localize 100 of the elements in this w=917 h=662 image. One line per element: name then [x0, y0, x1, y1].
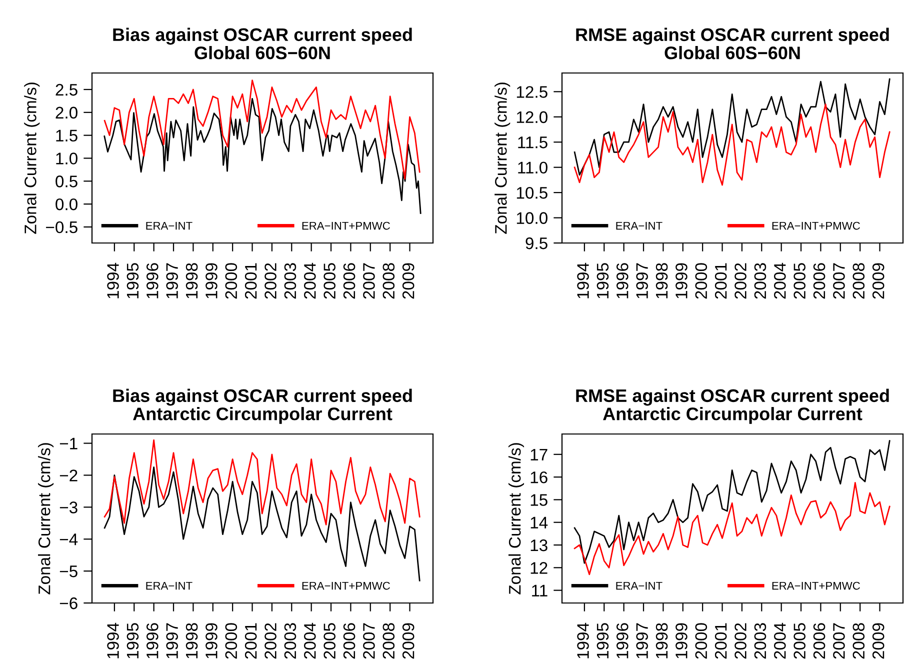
x-tick-label: 2005 [324, 623, 336, 659]
x-tick-label: 2005 [324, 263, 336, 299]
x-tick-label: 1999 [676, 263, 688, 298]
x-tick-label: 2009 [402, 623, 414, 659]
x-tick-label: 2004 [774, 622, 786, 659]
line-series [574, 482, 890, 576]
x-tick-label: 1997 [636, 263, 648, 298]
x-tick-label: 2007 [833, 623, 845, 659]
y-tick-label: −1 [60, 438, 78, 450]
x-tick-label: 1998 [656, 263, 668, 298]
x-tick-label: 2001 [244, 623, 257, 659]
x-tick-label: 2007 [833, 263, 845, 299]
y-tick-label: 15 [530, 494, 548, 506]
y-tick-label: 10.5 [516, 186, 548, 199]
x-tick-label: 2005 [794, 263, 806, 299]
x-tick-label: 2006 [343, 623, 356, 659]
x-tick-label: 2004 [304, 262, 316, 299]
y-tick-label: 16 [530, 471, 548, 484]
y-tick-label: 9.5 [526, 237, 548, 250]
x-tick-label: 1996 [146, 263, 158, 298]
legend-label: ERA−INT [146, 222, 192, 230]
y-tick-label: 12 [530, 562, 548, 574]
legend-label: ERA−INT [146, 582, 192, 590]
x-tick-label: 2008 [852, 263, 865, 299]
chart-title: Bias against OSCAR current speed Global 60S−60N [113, 28, 412, 60]
y-tick-label: −6 [60, 597, 78, 610]
y-tick-label: 1.5 [56, 130, 78, 142]
y-tick-label: −0.5 [46, 221, 78, 234]
y-tick-label: 12.0 [516, 111, 548, 124]
x-tick-label: 1998 [656, 623, 668, 658]
chart-title: RMSE against OSCAR current speed Antarctic Circumpolar Current [576, 388, 889, 424]
y-axis-title: Zonal Current (cm/s) [508, 443, 524, 594]
x-tick-label: 1999 [676, 623, 688, 658]
y-axis-title: Zonal Current (cm/s) [38, 443, 54, 594]
y-tick-label: 14 [530, 516, 548, 528]
legend-label: ERA−INT+PMWC [302, 582, 390, 590]
x-tick-label: 2007 [363, 263, 375, 299]
x-tick-label: 1995 [126, 263, 139, 298]
y-tick-label: −2 [60, 470, 78, 482]
y-tick-label: 11.0 [518, 162, 548, 174]
chart-title: RMSE against OSCAR current speed Global 60S−60N [576, 28, 889, 60]
x-tick-label: 2000 [695, 263, 708, 299]
y-tick-label: 2.5 [56, 84, 78, 96]
x-tick-label: 2006 [813, 263, 826, 299]
legend-label: ERA−INT+PMWC [772, 582, 860, 590]
line-series [574, 104, 890, 186]
x-tick-label: 1997 [166, 263, 178, 298]
legend-label: ERA−INT+PMWC [302, 222, 390, 230]
y-tick-label: 17 [530, 448, 548, 460]
x-tick-label: 1998 [186, 263, 198, 298]
x-tick-label: 2006 [343, 263, 356, 299]
line-series [104, 80, 420, 180]
legend-label: ERA−INT [616, 582, 662, 590]
x-tick-label: 1997 [636, 623, 648, 658]
x-tick-label: 2006 [813, 623, 826, 659]
x-tick-label: 1995 [596, 263, 609, 298]
y-tick-label: 11 [532, 584, 548, 596]
x-tick-label: 2000 [695, 623, 708, 659]
x-tick-label: 1995 [126, 623, 139, 658]
chart-title: Bias against OSCAR current speed Antarctic Circumpolar Current [113, 388, 412, 424]
y-tick-label: 13 [530, 539, 548, 552]
x-tick-label: 1999 [206, 263, 218, 298]
x-tick-label: 2001 [714, 263, 727, 299]
x-tick-label: 2001 [714, 623, 727, 659]
line-series [104, 98, 422, 214]
x-tick-label: 2005 [794, 623, 806, 659]
y-tick-label: 12.5 [516, 86, 548, 98]
line-series [104, 439, 420, 526]
x-tick-label: 2003 [754, 263, 766, 299]
x-tick-label: 2003 [754, 623, 766, 659]
x-tick-label: 2002 [734, 263, 746, 299]
x-tick-label: 1994 [107, 262, 119, 298]
line-series [574, 440, 890, 564]
y-tick-label: 11.5 [518, 136, 548, 148]
y-tick-label: 0.0 [56, 198, 78, 210]
legend-label: ERA−INT+PMWC [772, 222, 860, 230]
x-tick-label: 2003 [284, 263, 296, 299]
line-series [104, 466, 420, 582]
x-tick-label: 2002 [264, 623, 276, 659]
x-tick-label: 2008 [382, 263, 395, 299]
x-tick-label: 2004 [774, 262, 786, 299]
x-tick-label: 2001 [244, 263, 257, 299]
y-axis-title: Zonal Current (cm/s) [24, 82, 40, 234]
x-tick-label: 2004 [304, 622, 316, 659]
y-tick-label: −5 [60, 566, 78, 578]
x-tick-label: 1997 [166, 623, 178, 658]
y-tick-label: 0.5 [56, 176, 78, 188]
x-tick-label: 2003 [284, 623, 296, 659]
y-axis-title: Zonal Current (cm/s) [494, 82, 510, 234]
x-tick-label: 2002 [264, 263, 276, 299]
x-tick-label: 1994 [577, 262, 589, 298]
x-tick-label: 2007 [363, 623, 375, 659]
x-tick-label: 2002 [734, 623, 746, 659]
x-tick-label: 1996 [146, 623, 158, 658]
y-tick-label: −3 [60, 502, 78, 514]
x-tick-label: 2009 [872, 263, 884, 299]
line-series [574, 78, 890, 176]
x-tick-label: 2000 [225, 623, 238, 659]
x-tick-label: 2008 [382, 623, 395, 659]
legend-label: ERA−INT [616, 222, 662, 230]
